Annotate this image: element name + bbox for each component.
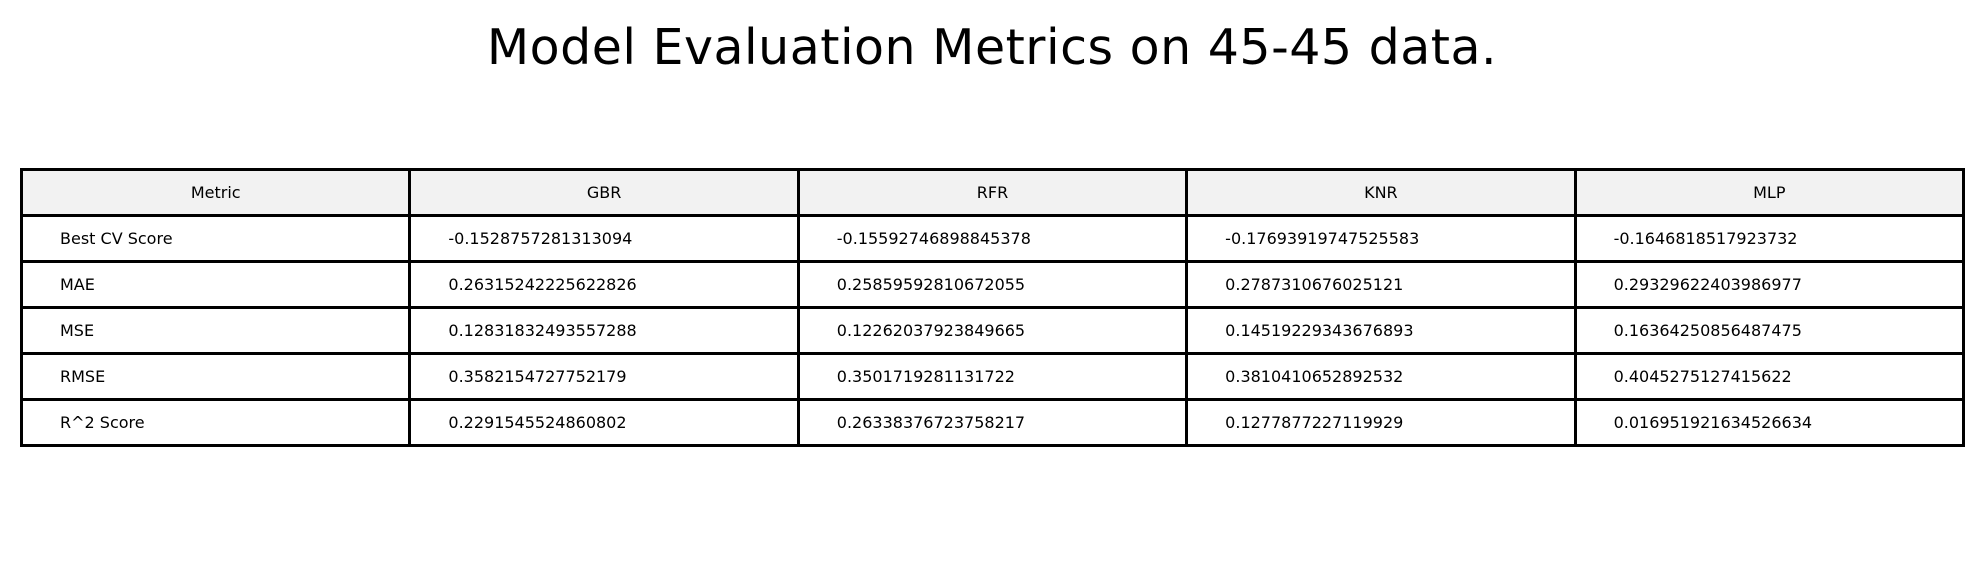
header-cell-gbr: GBR: [408, 168, 800, 217]
table-cell: 0.12831832493557288: [408, 306, 800, 355]
table-cell: 0.26315242225622826: [408, 260, 800, 309]
table-cell: 0.25859592810672055: [796, 260, 1189, 309]
table-row: Best CV Score -0.1528757281313094 -0.155…: [19, 214, 1966, 263]
table-cell: -0.17693919747525583: [1185, 214, 1577, 263]
table-cell: 0.4045275127415622: [1573, 352, 1966, 401]
table-cell: -0.1646818517923732: [1573, 214, 1966, 263]
table-cell: 0.3582154727752179: [408, 352, 800, 401]
table-cell: -0.1528757281313094: [408, 214, 800, 263]
table-cell: 0.2291545524860802: [408, 398, 800, 447]
row-label: MAE: [19, 260, 412, 309]
table-cell: 0.016951921634526634: [1573, 398, 1966, 447]
table-cell: 0.16364250856487475: [1573, 306, 1966, 355]
row-label: Best CV Score: [19, 214, 412, 263]
table-cell: 0.3501719281131722: [796, 352, 1189, 401]
table-cell: 0.12262037923849665: [796, 306, 1189, 355]
table-header-row: Metric GBR RFR KNR MLP: [19, 168, 1966, 217]
table-cell: 0.14519229343676893: [1185, 306, 1577, 355]
table-cell: 0.29329622403986977: [1573, 260, 1966, 309]
metrics-table: Metric GBR RFR KNR MLP Best CV Score -0.…: [19, 168, 1966, 447]
table-cell: 0.3810410652892532: [1185, 352, 1577, 401]
table-cell: -0.15592746898845378: [796, 214, 1189, 263]
table-row: RMSE 0.3582154727752179 0.35017192811317…: [19, 352, 1966, 401]
table-row: MSE 0.12831832493557288 0.12262037923849…: [19, 306, 1966, 355]
table-cell: 0.26338376723758217: [796, 398, 1189, 447]
table-cell: 0.2787310676025121: [1185, 260, 1577, 309]
table-row: R^2 Score 0.2291545524860802 0.263383767…: [19, 398, 1966, 447]
header-cell-knr: KNR: [1185, 168, 1577, 217]
row-label: RMSE: [19, 352, 412, 401]
table-cell: 0.1277877227119929: [1185, 398, 1577, 447]
row-label: R^2 Score: [19, 398, 412, 447]
header-cell-rfr: RFR: [796, 168, 1189, 217]
chart-title: Model Evaluation Metrics on 45-45 data.: [486, 19, 1498, 76]
row-label: MSE: [19, 306, 412, 355]
header-cell-mlp: MLP: [1573, 168, 1966, 217]
header-cell-metric: Metric: [19, 168, 412, 217]
table-row: MAE 0.26315242225622826 0.25859592810672…: [19, 260, 1966, 309]
